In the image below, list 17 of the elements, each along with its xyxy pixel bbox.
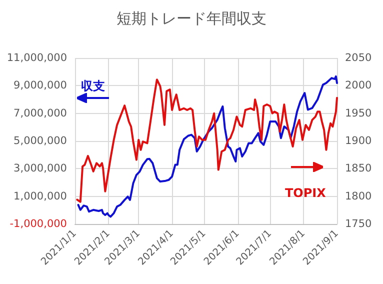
text: 収支 <box>81 78 105 95</box>
text: TOPIX <box>285 186 326 200</box>
y-tick-label: 9,000,000 <box>14 80 67 92</box>
y-tick-label: 3,000,000 <box>14 162 67 175</box>
chart-title: 短期トレード年間収支 <box>116 10 266 28</box>
y-tick-label: 1,000,000 <box>14 190 67 202</box>
y2-tick-label: 1800 <box>345 190 372 202</box>
y-tick-label: 7,000,000 <box>14 107 67 120</box>
y2-tick-label: 1900 <box>345 135 372 147</box>
y-tick-label: 5,000,000 <box>14 135 67 147</box>
y2-tick-label: 2000 <box>345 80 372 92</box>
y2-tick-label: 1750 <box>345 218 372 230</box>
y2-tick-label: 2050 <box>345 52 372 64</box>
y-tick-label: 11,000,000 <box>6 52 67 64</box>
y2-tick-label: 1850 <box>345 162 372 175</box>
y2-tick-label: 1950 <box>345 107 372 120</box>
y-tick-label: -1,000,000 <box>10 218 67 230</box>
